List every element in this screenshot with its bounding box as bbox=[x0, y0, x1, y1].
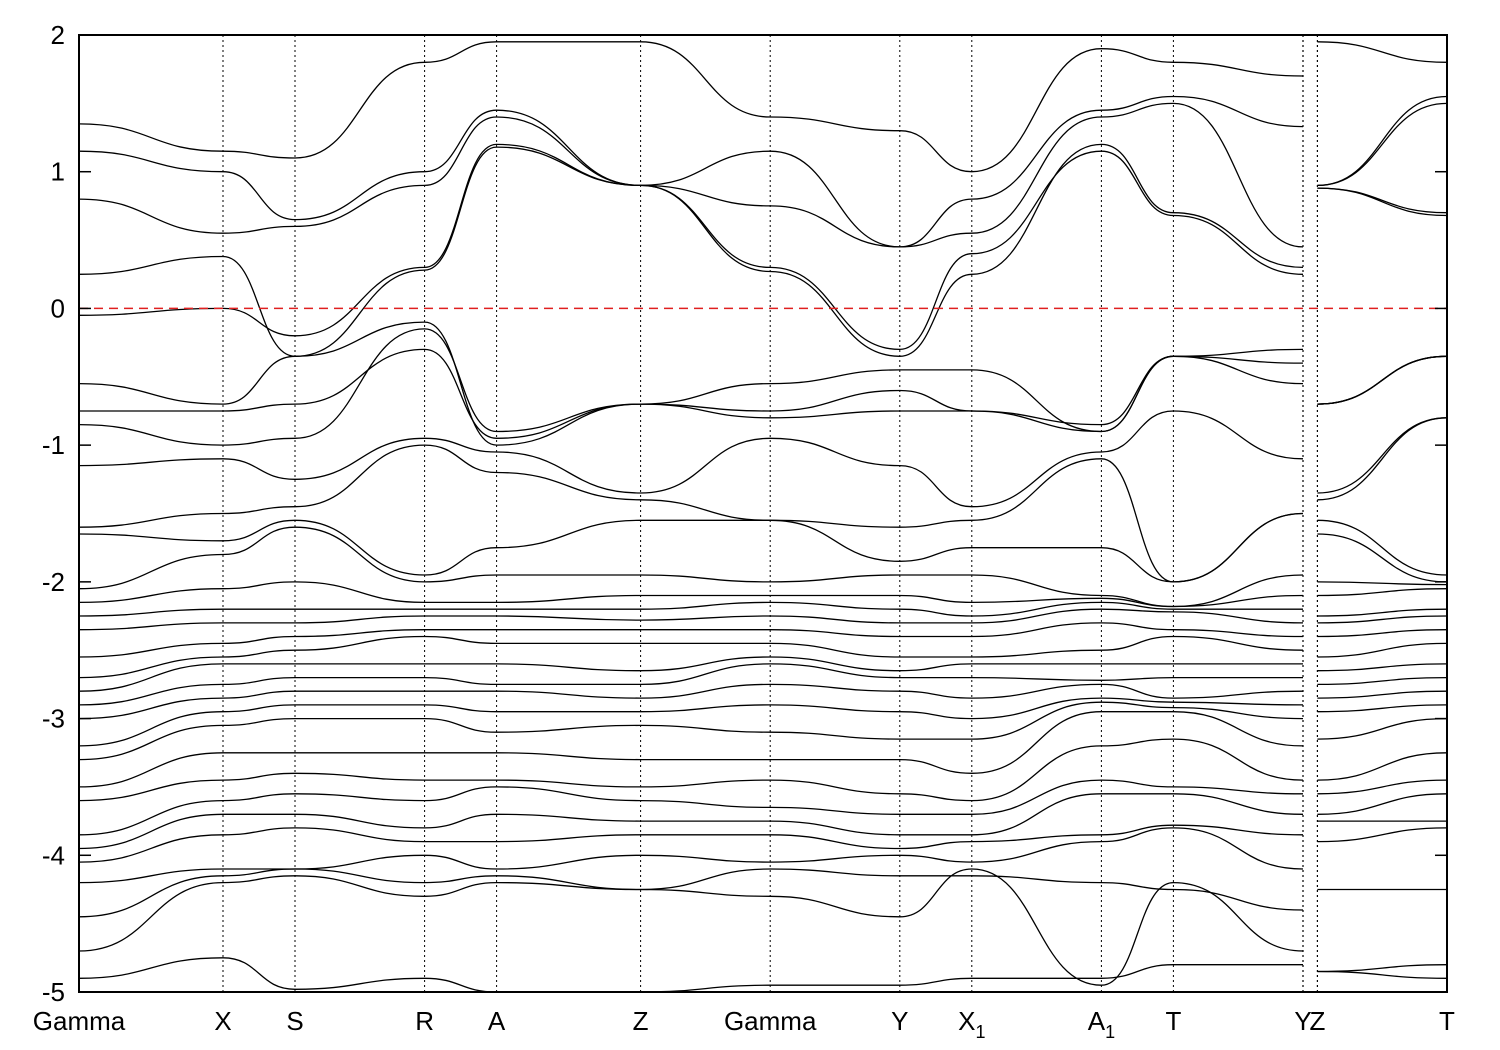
x-tick-label: T bbox=[1439, 1006, 1455, 1036]
x-tick-label: Z bbox=[1309, 1006, 1325, 1036]
y-tick-label: 1 bbox=[51, 157, 65, 187]
plot-frame bbox=[78, 34, 1448, 993]
band-line bbox=[79, 143, 1304, 357]
band-line bbox=[79, 41, 1304, 173]
band-line bbox=[1317, 102, 1447, 187]
band-line bbox=[1317, 588, 1447, 597]
band-line bbox=[79, 95, 1304, 248]
band-line bbox=[1317, 717, 1447, 740]
band-line bbox=[1317, 690, 1447, 699]
band-line bbox=[79, 608, 1304, 631]
band-line bbox=[1317, 519, 1447, 576]
band-line bbox=[79, 444, 1304, 583]
x-tick-label: R bbox=[415, 1006, 434, 1036]
band-line bbox=[79, 146, 1304, 357]
band-line bbox=[79, 656, 1304, 692]
band-line bbox=[1317, 779, 1447, 795]
y-axis-ticks: -5 -4 -3 -2 -1 0 1 2 bbox=[42, 20, 1447, 1007]
y-tick-label: -4 bbox=[42, 840, 65, 870]
x-tick-label: Y bbox=[1294, 1006, 1311, 1036]
band-line bbox=[1317, 676, 1447, 686]
y-tick-label: -3 bbox=[42, 704, 65, 734]
band-line bbox=[1317, 970, 1447, 979]
band-line bbox=[1317, 41, 1447, 63]
band-line bbox=[79, 526, 1304, 608]
band-line bbox=[79, 827, 1304, 884]
band-line bbox=[1317, 827, 1447, 843]
band-line bbox=[79, 410, 1304, 508]
band-line bbox=[1317, 187, 1447, 217]
x-tick-label: Gamma bbox=[724, 1006, 817, 1036]
band-line bbox=[1317, 642, 1447, 658]
band-line bbox=[79, 868, 1304, 918]
band-line bbox=[1317, 95, 1447, 187]
x-tick-label: Gamma bbox=[33, 1006, 126, 1036]
band-line bbox=[79, 635, 1304, 679]
band-line bbox=[1317, 663, 1447, 672]
x-axis-ticks: Gamma X S R A Z Gamma Y X1 A1 T YZ T bbox=[33, 1006, 1455, 1042]
band-line bbox=[1317, 608, 1447, 617]
band-line bbox=[79, 663, 1303, 706]
x-tick-label: T bbox=[1165, 1006, 1181, 1036]
band-line bbox=[1317, 704, 1447, 713]
x-tick-label: S bbox=[286, 1006, 303, 1036]
band-line bbox=[79, 348, 1304, 439]
band-line bbox=[1317, 752, 1447, 781]
band-line bbox=[79, 581, 1304, 608]
x-tick-label: A1 bbox=[1088, 1006, 1115, 1042]
band-line bbox=[79, 321, 1304, 446]
band-line bbox=[79, 328, 1304, 446]
band-line bbox=[1317, 581, 1447, 586]
band-line bbox=[79, 711, 1304, 788]
band-line bbox=[1317, 629, 1447, 638]
band-line bbox=[79, 793, 1304, 850]
y-tick-label: -1 bbox=[42, 430, 65, 460]
band-line bbox=[1317, 417, 1447, 501]
band-line bbox=[79, 622, 1304, 658]
band-line bbox=[1317, 615, 1447, 624]
x-tick-label: X1 bbox=[958, 1006, 985, 1042]
y-tick-label: -5 bbox=[42, 977, 65, 1007]
band-line bbox=[79, 868, 1304, 986]
band-line bbox=[1317, 533, 1447, 583]
band-line bbox=[79, 601, 1303, 617]
band-line bbox=[1317, 187, 1447, 214]
x-tick-label: X bbox=[214, 1006, 231, 1036]
band-line bbox=[79, 738, 1304, 802]
band-line bbox=[1317, 964, 1447, 973]
band-line bbox=[79, 102, 1304, 248]
x-tick-label: A bbox=[488, 1006, 506, 1036]
band-line bbox=[1317, 793, 1447, 815]
band-line bbox=[79, 697, 1304, 747]
band-line bbox=[79, 683, 1304, 720]
band-line bbox=[79, 824, 1304, 863]
y-tick-label: 0 bbox=[51, 293, 65, 323]
band-line bbox=[79, 957, 1303, 992]
band-line bbox=[79, 512, 1304, 583]
band-line bbox=[79, 779, 1304, 836]
band-line bbox=[1317, 417, 1447, 494]
y-tick-label: -2 bbox=[42, 567, 65, 597]
x-tick-label: Y bbox=[891, 1006, 908, 1036]
band-lines bbox=[79, 41, 1447, 992]
band-line bbox=[1317, 355, 1447, 405]
x-tick-label: Z bbox=[633, 1006, 649, 1036]
band-line bbox=[79, 701, 1304, 761]
y-tick-label: 2 bbox=[51, 20, 65, 50]
